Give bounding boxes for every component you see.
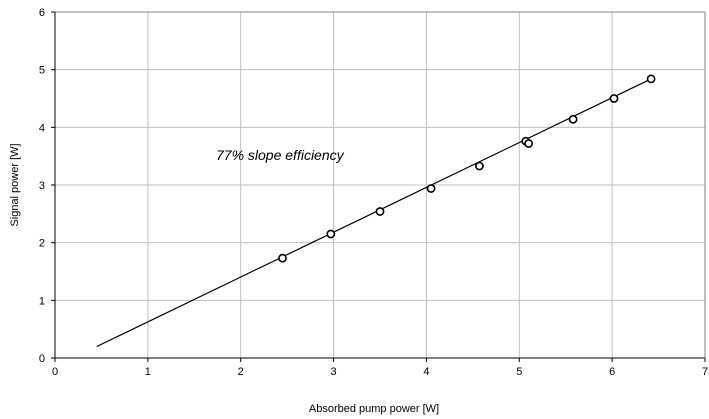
data-point: [568, 114, 578, 124]
axes: [51, 11, 706, 362]
data-point: [524, 139, 533, 148]
x-tick-label: 2: [238, 366, 244, 378]
data-point: [609, 94, 619, 103]
y-tick-label: 2: [39, 238, 45, 250]
y-tick-label: 5: [39, 65, 45, 77]
x-tick-label: 6: [609, 366, 615, 378]
grid-lines: [55, 12, 705, 358]
plot-area: [51, 11, 706, 362]
data-point: [646, 74, 656, 84]
fit-line: [96, 78, 652, 348]
x-tick-label: 5: [516, 366, 522, 378]
y-tick-label: 4: [39, 122, 45, 134]
y-tick-label: 1: [39, 295, 45, 307]
data-points-layer: [278, 74, 656, 263]
slope-efficiency-annotation: 77% slope efficiency: [216, 147, 345, 163]
data-point: [474, 161, 484, 171]
data-point: [326, 229, 336, 239]
data-point: [426, 184, 436, 193]
tick-labels: 0 1 2 3 4 5 6 7 0 1 2 3 4 5 6: [39, 7, 708, 378]
x-axis-title: Absorbed pump power [W]: [309, 403, 439, 415]
y-axis-title: Signal power [W]: [9, 143, 21, 226]
y-tick-label: 3: [39, 180, 45, 192]
x-tick-label: 7: [702, 366, 708, 378]
x-tick-label: 0: [52, 366, 58, 378]
fit-line-layer: [96, 78, 652, 348]
data-point: [375, 207, 385, 216]
x-tick-label: 1: [145, 366, 151, 378]
x-tick-label: 3: [331, 366, 337, 378]
y-tick-label: 0: [39, 353, 45, 365]
x-tick-label: 4: [423, 366, 429, 378]
y-tick-label: 6: [39, 7, 45, 19]
data-point: [278, 253, 287, 263]
